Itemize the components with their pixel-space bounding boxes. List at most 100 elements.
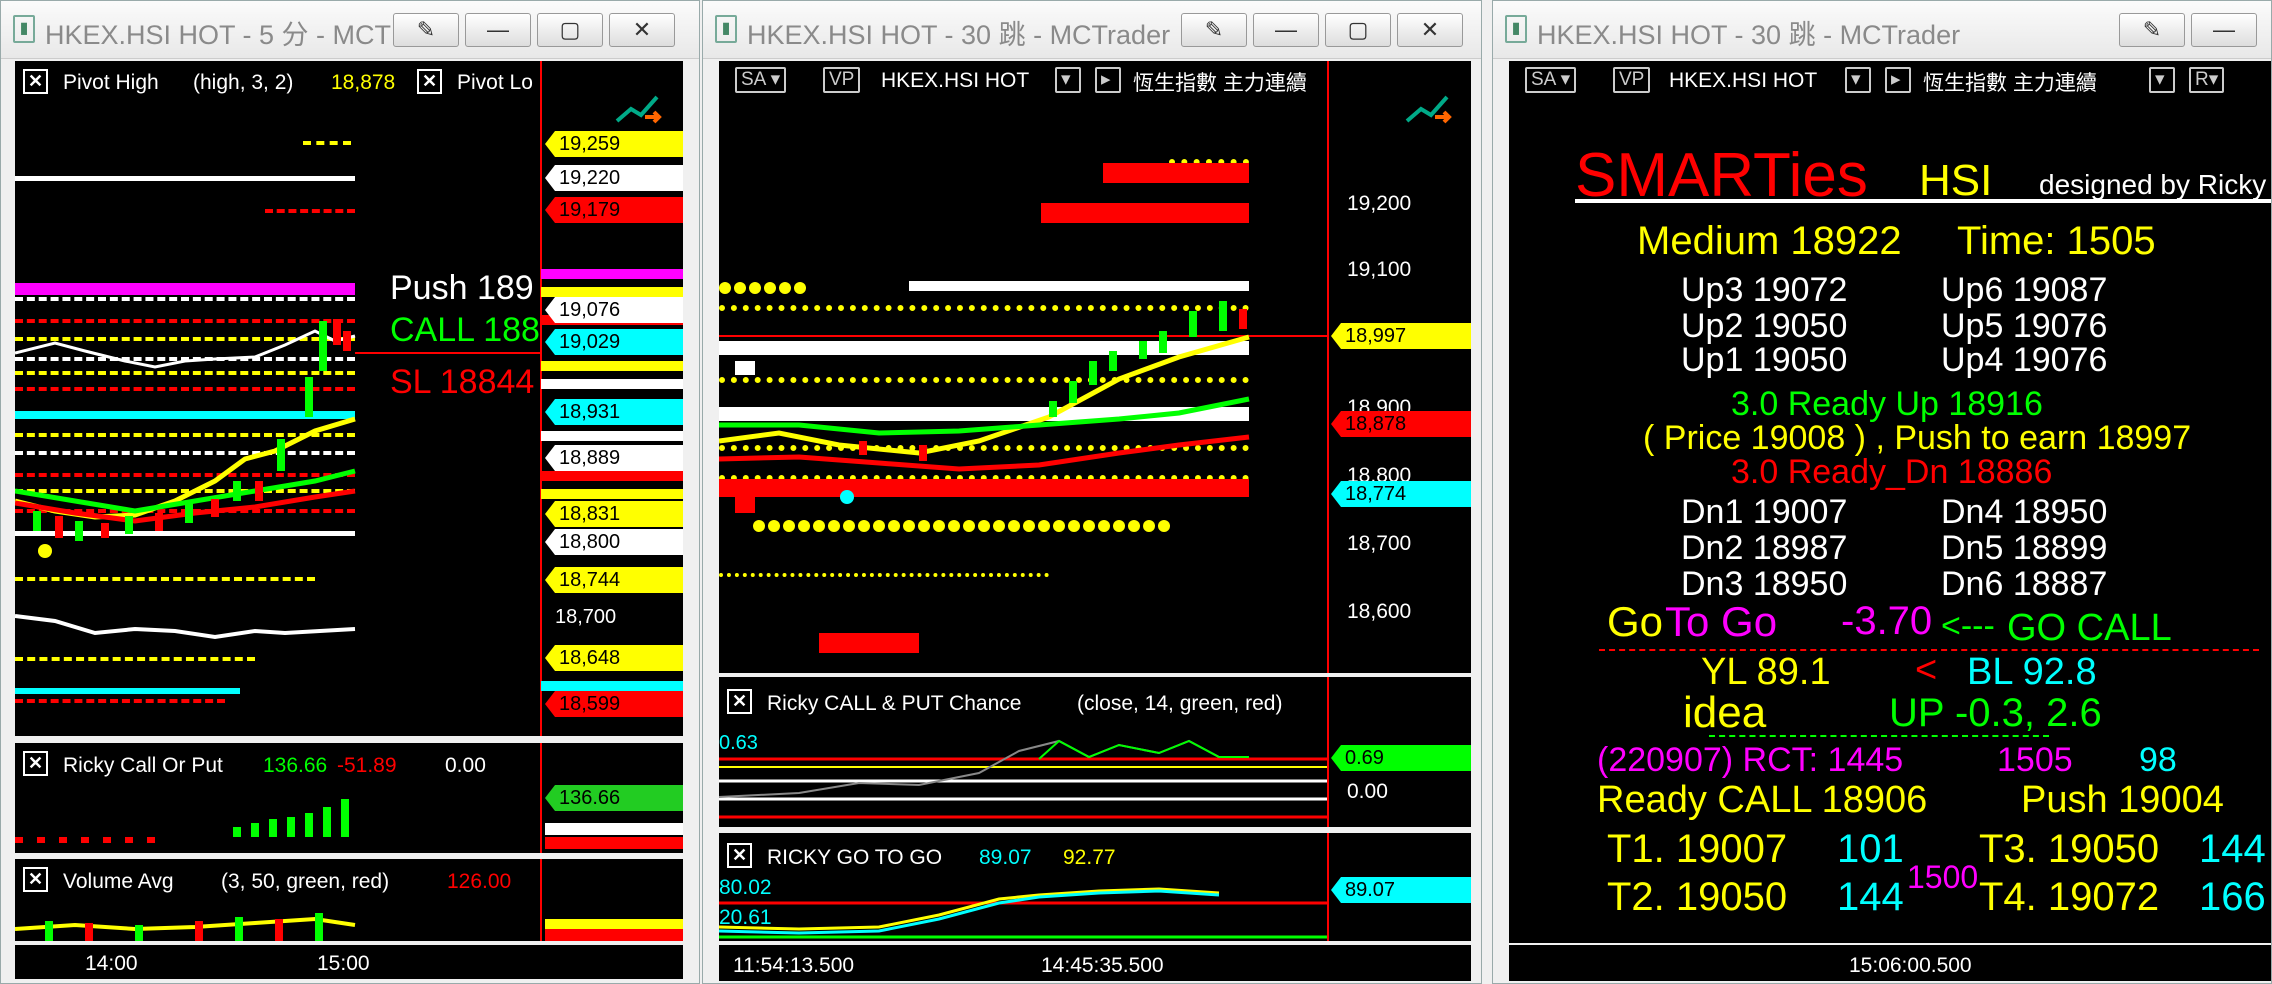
price-tag: 18,599 bbox=[545, 691, 683, 717]
title-bar[interactable]: ▮ HKEX.HSI HOT - 5 分 - MCT ✎ — ▢ ✕ bbox=[1, 1, 699, 59]
sa-button[interactable]: SA ▾ bbox=[1525, 67, 1577, 93]
level-line bbox=[909, 281, 1249, 291]
title-bar[interactable]: ▮ HKEX.HSI HOT - 30 跳 - MCTrader ✎ — bbox=[1493, 1, 2271, 59]
sa-button[interactable]: SA ▾ bbox=[735, 67, 787, 93]
time-label: 15:06:00.500 bbox=[1849, 954, 1972, 977]
bl-value: BL 92.8 bbox=[1967, 651, 2097, 693]
call-put-chance-panel[interactable]: ✕ Ricky CALL & PUT Chance (close, 14, gr… bbox=[719, 677, 1471, 827]
go-to-go-series bbox=[719, 887, 1327, 939]
axis-band bbox=[541, 379, 683, 389]
up-level: Up3 19072 bbox=[1681, 271, 1848, 309]
vp-button[interactable]: VP bbox=[1613, 67, 1651, 93]
level-line bbox=[15, 489, 355, 493]
volume-panel[interactable]: ✕ Volume Avg (3, 50, green, red) 126.00 bbox=[15, 859, 683, 941]
price-series bbox=[719, 301, 1250, 504]
dn-level: Dn4 18950 bbox=[1941, 493, 2108, 531]
lt-symbol: < bbox=[1915, 649, 1938, 691]
edit-button[interactable]: ✎ bbox=[2119, 13, 2185, 47]
go-to-go-panel[interactable]: ✕ RICKY GO TO GO 89.07 92.77 80.02 20.61… bbox=[719, 833, 1471, 941]
price-axis-label: 19,100 bbox=[1347, 258, 1412, 281]
indicator-close-icon[interactable]: ✕ bbox=[727, 689, 752, 714]
title-bar[interactable]: ▮ HKEX.HSI HOT - 30 跳 - MCTrader ✎ — ▢ ✕ bbox=[703, 1, 1481, 59]
indicator-close-icon[interactable]: ✕ bbox=[23, 751, 48, 776]
indicator-name: Ricky CALL & PUT Chance bbox=[767, 692, 1022, 715]
name-dropdown[interactable]: ▾ bbox=[2149, 67, 2175, 93]
chart-app-icon: ▮ bbox=[715, 15, 737, 43]
time-label: 15:00 bbox=[317, 952, 370, 975]
maximize-button[interactable]: ▢ bbox=[537, 13, 603, 47]
level-line bbox=[15, 699, 225, 703]
price-tag: 18,800 bbox=[545, 529, 683, 555]
name-toggle[interactable]: ▸ bbox=[1885, 67, 1911, 93]
price-tag: 136.66 bbox=[545, 785, 683, 811]
price-chart[interactable]: ✕ Pivot High (high, 3, 2) 18,878 ✕ Pivot… bbox=[15, 61, 683, 736]
time-axis: 11:54:13.500 14:45:35.500 bbox=[719, 945, 1471, 981]
trend-tool-icon[interactable] bbox=[613, 91, 665, 129]
level-line bbox=[15, 387, 355, 391]
level-line bbox=[15, 371, 355, 375]
price-axis-label: 19,200 bbox=[1347, 192, 1412, 215]
level-line bbox=[15, 297, 355, 301]
symbol-label: HKEX.HSI HOT bbox=[881, 69, 1030, 92]
minimize-button[interactable]: — bbox=[1253, 13, 1319, 47]
target-4-count: 166 bbox=[2199, 875, 2266, 919]
smarties-panel[interactable]: SA ▾ VP HKEX.HSI HOT ▾ ▸ 恆生指數 主力連續 ▾ R▾ … bbox=[1509, 61, 2271, 943]
level-line bbox=[265, 209, 355, 213]
designed-by: designed by Ricky bbox=[2039, 169, 2267, 200]
edit-button[interactable]: ✎ bbox=[393, 13, 459, 47]
axis-band bbox=[541, 287, 683, 297]
vp-button[interactable]: VP bbox=[823, 67, 861, 93]
level-line bbox=[15, 283, 355, 295]
goto-arrow: <--- bbox=[1941, 607, 1995, 645]
chart-window-3: ▮ HKEX.HSI HOT - 30 跳 - MCTrader ✎ — SA … bbox=[1492, 0, 2272, 984]
level-line bbox=[719, 475, 1249, 481]
indicator-close-icon[interactable]: ✕ bbox=[23, 867, 48, 892]
price-chart[interactable]: SA ▾ VP HKEX.HSI HOT ▾ ▸ 恆生指數 主力連續 bbox=[719, 61, 1471, 673]
divider-line bbox=[1709, 735, 2049, 737]
level-line bbox=[15, 451, 355, 455]
target-1: T1. 19007 bbox=[1607, 827, 1788, 871]
axis-band bbox=[541, 431, 683, 441]
mid-time: 1500 bbox=[1907, 859, 1979, 895]
level-bar bbox=[735, 497, 755, 513]
call-or-put-panel[interactable]: ✕ Ricky Call Or Put 136.66 -51.89 0.00 1… bbox=[15, 743, 683, 853]
price-tag: 19,220 bbox=[545, 165, 683, 191]
price-axis bbox=[541, 61, 683, 736]
indicator-params: (3, 50, green, red) bbox=[221, 870, 390, 893]
r-button[interactable]: R▾ bbox=[2189, 67, 2225, 93]
indicator-name: Volume Avg bbox=[63, 870, 174, 893]
indicator-value: 20.61 bbox=[719, 906, 772, 929]
instrument-name: 恆生指數 主力連續 bbox=[1133, 72, 1307, 95]
instrument-name: 恆生指數 主力連續 bbox=[1923, 72, 2097, 95]
minimize-button[interactable]: — bbox=[2191, 13, 2257, 47]
medium-value: Medium 18922 bbox=[1637, 219, 1902, 263]
indicator-close-icon[interactable]: ✕ bbox=[727, 843, 752, 868]
axis-band bbox=[541, 361, 683, 371]
level-line bbox=[15, 319, 355, 323]
level-line bbox=[15, 473, 355, 477]
symbol-dropdown[interactable]: ▾ bbox=[1845, 67, 1871, 93]
name-toggle[interactable]: ▸ bbox=[1095, 67, 1121, 93]
push-value: Push 19004 bbox=[2021, 779, 2224, 821]
right-divider bbox=[540, 61, 542, 736]
maximize-button[interactable]: ▢ bbox=[1325, 13, 1391, 47]
level-bar bbox=[1103, 163, 1249, 183]
idea-value: UP -0.3, 2.6 bbox=[1889, 691, 2102, 735]
indicator-name: Ricky Call Or Put bbox=[63, 754, 223, 777]
close-button[interactable]: ✕ bbox=[609, 13, 675, 47]
price-line: ( Price 19008 ) , Push to earn 18997 bbox=[1643, 419, 2192, 457]
sl-label: SL 18844 bbox=[390, 363, 535, 401]
trend-tool-icon[interactable] bbox=[1403, 91, 1455, 129]
axis-band bbox=[541, 269, 683, 279]
price-tag: 89.07 bbox=[1331, 877, 1471, 903]
indicator-close-icon[interactable]: ✕ bbox=[23, 69, 48, 94]
chart-window-2: ▮ HKEX.HSI HOT - 30 跳 - MCTrader ✎ — ▢ ✕… bbox=[702, 0, 1482, 984]
symbol-dropdown[interactable]: ▾ bbox=[1055, 67, 1081, 93]
call-label: CALL 188 bbox=[390, 311, 540, 349]
indicator-close-icon[interactable]: ✕ bbox=[417, 69, 442, 94]
minimize-button[interactable]: — bbox=[465, 13, 531, 47]
close-button[interactable]: ✕ bbox=[1397, 13, 1463, 47]
ready-up: 3.0 Ready Up 18916 bbox=[1731, 385, 2043, 423]
edit-button[interactable]: ✎ bbox=[1181, 13, 1247, 47]
level-line bbox=[15, 657, 255, 661]
